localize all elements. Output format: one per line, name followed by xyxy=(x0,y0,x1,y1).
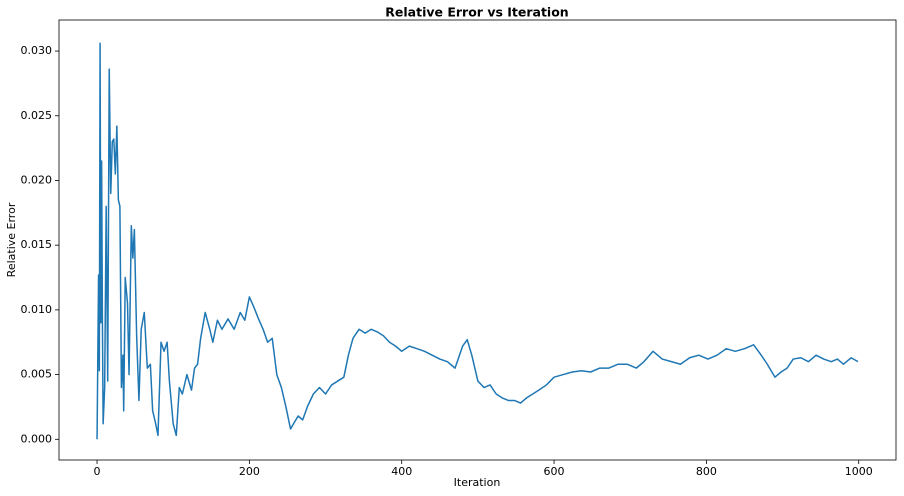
x-tick-label: 0 xyxy=(94,465,101,478)
y-tick-label: 0.015 xyxy=(21,238,53,251)
x-tick-label: 200 xyxy=(239,465,260,478)
y-tick-label: 0.010 xyxy=(21,303,53,316)
plot-frame xyxy=(58,19,897,461)
x-tick-label: 400 xyxy=(391,465,412,478)
data-line xyxy=(96,42,859,440)
x-tick-label: 1000 xyxy=(845,465,873,478)
y-tick-label: 0.000 xyxy=(21,432,53,445)
y-tick-label: 0.025 xyxy=(21,109,53,122)
x-tick-label: 600 xyxy=(544,465,565,478)
chart-title: Relative Error vs Iteration xyxy=(385,5,568,20)
x-tick-label: 800 xyxy=(696,465,717,478)
y-tick-label: 0.020 xyxy=(21,173,53,186)
y-axis-label: Relative Error xyxy=(5,202,18,277)
y-tick-label: 0.030 xyxy=(21,44,53,57)
y-tick-label: 0.005 xyxy=(21,368,53,381)
x-axis-label: Iteration xyxy=(454,476,501,489)
